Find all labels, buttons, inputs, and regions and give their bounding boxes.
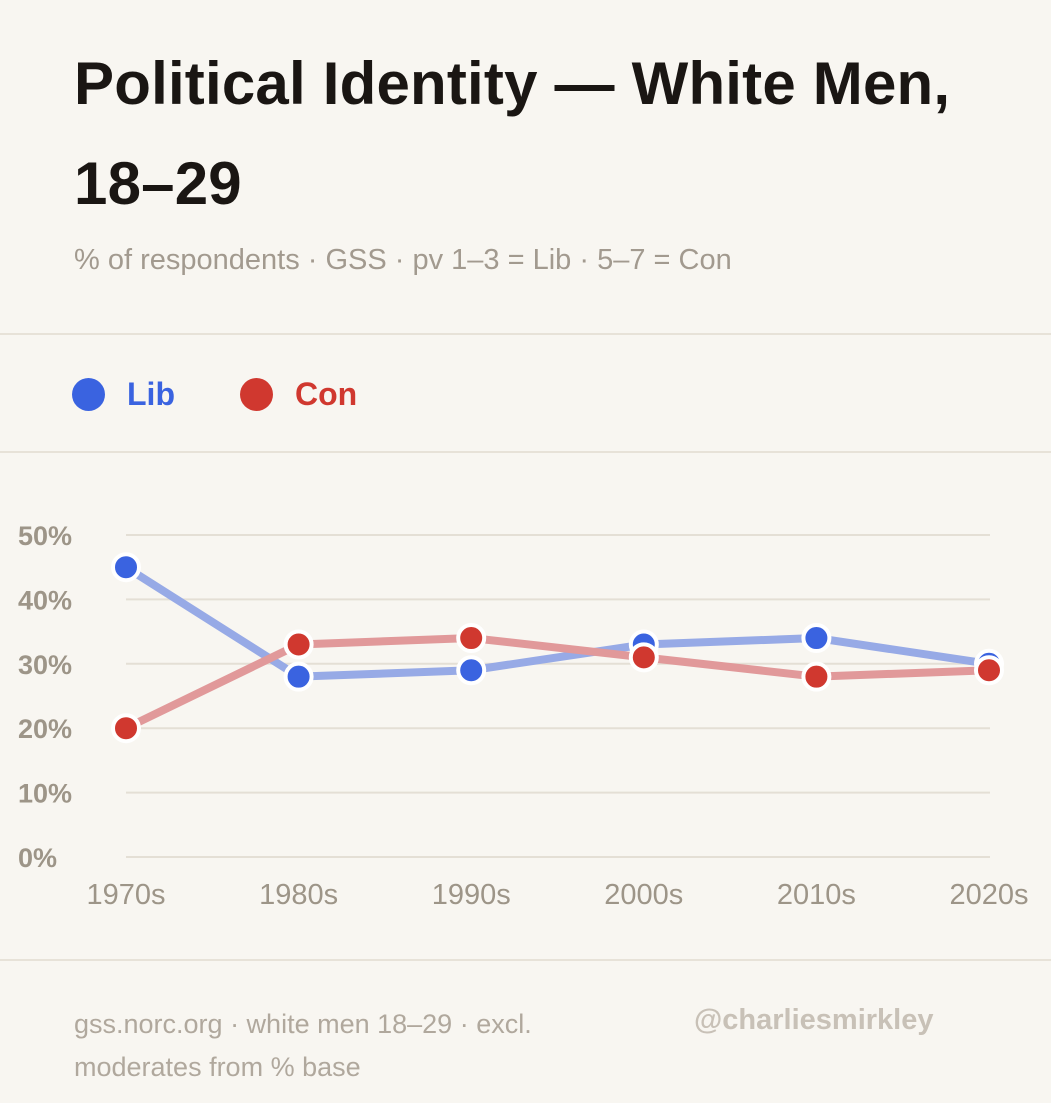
chart-header: Political Identity — White Men, 18–29 % … [0, 0, 1051, 334]
data-point-con [456, 623, 487, 654]
y-tick-label: 40% [18, 585, 72, 615]
data-point-con [628, 642, 659, 673]
series-line-lib [122, 563, 993, 681]
y-tick-label: 0% [18, 843, 57, 873]
x-axis-labels: 1970s 1980s 1990s 2000s 2010s 2020s [86, 879, 1028, 911]
x-tick-label: 1980s [259, 879, 338, 911]
data-point-lib [456, 655, 487, 686]
series-points [111, 552, 1004, 744]
y-tick-label: 10% [18, 779, 72, 809]
x-tick-label: 1990s [432, 879, 511, 911]
line-chart-svg: 0% 10% 20% 30% 40% 50% 1970s 1980s 1990s 2000s 20… [18, 521, 1029, 911]
legend-label-lib: Lib [127, 375, 175, 412]
line-chart: 0% 10% 20% 30% 40% 50% 1970s 1980s 1990s 2000s 20… [0, 454, 1051, 959]
lib-swatch-icon [72, 377, 105, 411]
series-line-con [122, 634, 993, 733]
data-point-con [974, 655, 1004, 686]
data-point-lib [801, 623, 832, 654]
x-tick-label: 1970s [86, 879, 165, 911]
con-swatch-icon [240, 377, 273, 411]
data-point-lib [111, 552, 141, 583]
y-tick-label: 20% [18, 714, 72, 744]
header-divider [0, 333, 1051, 335]
chart-legend: Lib Con [0, 336, 1051, 452]
chart-title: Political Identity — White Men, 18–29 [74, 50, 951, 217]
author-handle: @charliesmirkley [694, 1004, 934, 1036]
data-point-con [283, 629, 314, 660]
x-tick-label: 2020s [949, 879, 1028, 911]
data-point-con [111, 713, 141, 744]
legend-label-con: Con [295, 375, 358, 412]
source-note: gss.norc.org · white men 18–29 · excl. m… [74, 1009, 532, 1082]
x-tick-label: 2010s [777, 879, 856, 911]
y-tick-label: 30% [18, 650, 72, 680]
legend-item-lib: Lib [72, 376, 175, 412]
chart-subtitle: % of respondents · GSS · pv 1–3 = Lib · … [74, 244, 732, 276]
grid-layer [126, 534, 990, 858]
y-axis-labels: 0% 10% 20% 30% 40% 50% [18, 521, 72, 873]
y-tick-label: 50% [18, 521, 72, 551]
data-point-lib [283, 661, 314, 692]
footer-divider [0, 959, 1051, 961]
data-point-con [801, 661, 832, 692]
legend-divider [0, 451, 1051, 453]
legend-item-con: Con [240, 376, 357, 412]
x-tick-label: 2000s [604, 879, 683, 911]
series-lines [122, 563, 993, 733]
